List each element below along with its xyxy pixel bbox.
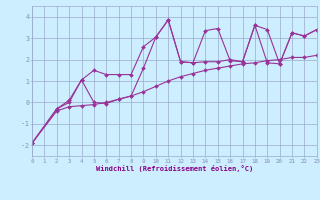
X-axis label: Windchill (Refroidissement éolien,°C): Windchill (Refroidissement éolien,°C) <box>96 165 253 172</box>
